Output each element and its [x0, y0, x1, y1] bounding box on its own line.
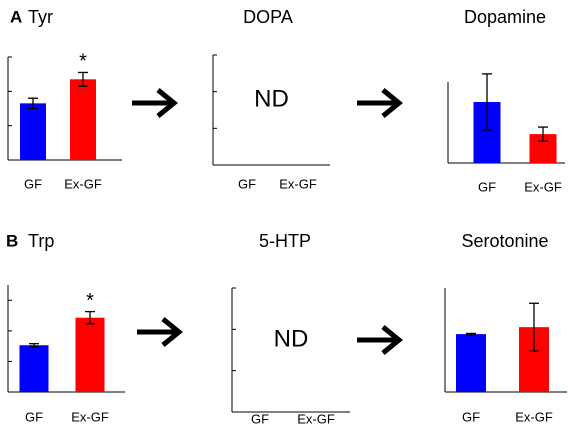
- x-tick-label: Ex-GF: [279, 176, 317, 191]
- error-bar: [482, 73, 492, 131]
- chart-title: 5-HTP: [259, 231, 311, 251]
- x-tick-label: Ex-GF: [524, 179, 562, 194]
- x-tick-label: Ex-GF: [71, 409, 109, 424]
- error-bar: [78, 71, 88, 87]
- annotation: ND: [274, 325, 309, 352]
- bar: [19, 345, 49, 392]
- chart-title: Tyr: [28, 7, 53, 27]
- arrow: [357, 88, 403, 118]
- panel-label: B: [6, 231, 18, 250]
- x-tick-label: GF: [251, 411, 269, 426]
- annotation: ND: [254, 85, 289, 112]
- x-tick-label: GF: [238, 176, 256, 191]
- arrow: [357, 325, 403, 355]
- arrow: [132, 88, 178, 118]
- annotation: *: [86, 290, 94, 312]
- x-tick-label: GF: [25, 409, 43, 424]
- x-tick-label: GF: [462, 409, 480, 424]
- chart-title: Serotonine: [461, 231, 548, 251]
- bar: [456, 334, 486, 392]
- panel-label: A: [10, 7, 22, 26]
- bar: [20, 103, 46, 160]
- x-tick-label: GF: [478, 179, 496, 194]
- x-tick-label: Ex-GF: [515, 409, 553, 424]
- x-tick-label: Ex-GF: [297, 411, 335, 426]
- error-bar: [28, 97, 38, 110]
- arrow: [137, 317, 183, 347]
- chart-title: Dopamine: [464, 7, 546, 27]
- chart-title: Trp: [28, 231, 54, 251]
- error-bar: [538, 126, 548, 142]
- chart-title: DOPA: [243, 7, 293, 27]
- error-bar: [85, 310, 95, 325]
- error-bar: [529, 302, 539, 352]
- x-tick-label: GF: [24, 176, 42, 191]
- bar: [70, 79, 96, 160]
- x-tick-label: Ex-GF: [64, 176, 102, 191]
- bar: [75, 317, 105, 392]
- error-bar: [466, 332, 476, 336]
- annotation: *: [79, 51, 87, 73]
- error-bar: [29, 343, 39, 348]
